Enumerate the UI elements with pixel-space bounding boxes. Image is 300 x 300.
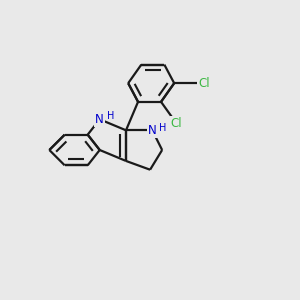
Text: Cl: Cl	[198, 77, 210, 90]
Text: Cl: Cl	[171, 117, 182, 130]
Text: H: H	[107, 111, 114, 121]
Text: H: H	[159, 124, 166, 134]
Text: N: N	[95, 113, 104, 126]
Text: N: N	[148, 124, 157, 137]
